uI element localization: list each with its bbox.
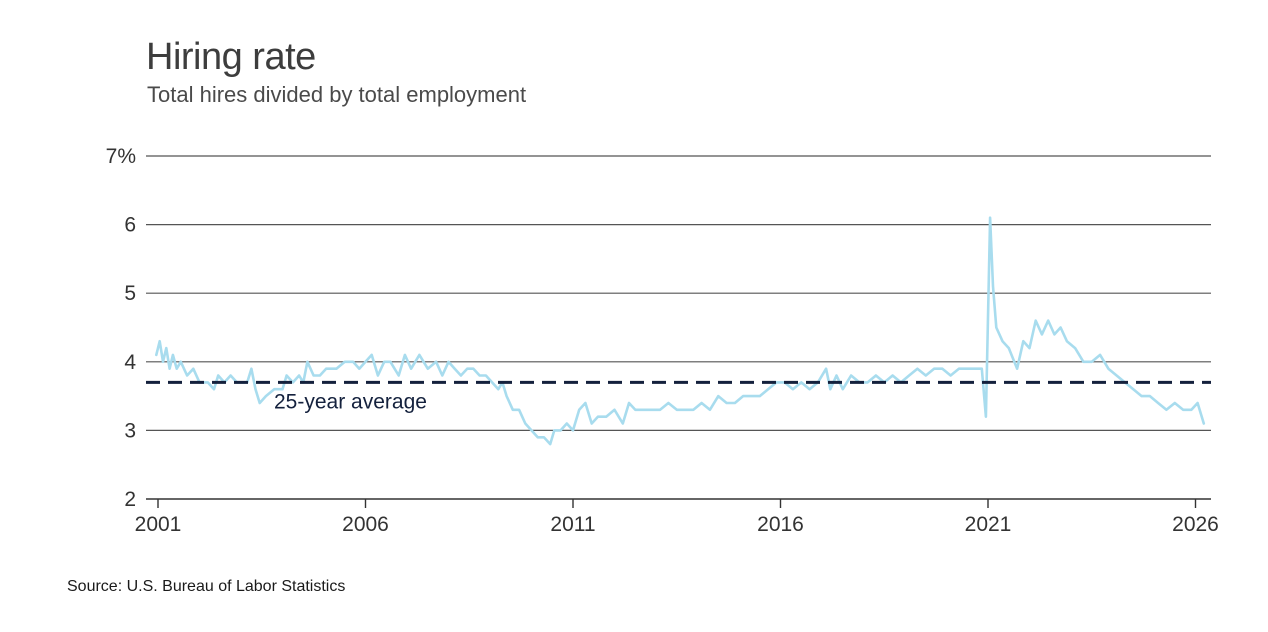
y-tick-label: 7%: [106, 145, 136, 168]
x-tick-label: 2026: [1172, 513, 1219, 536]
series-layer: [155, 216, 1206, 446]
annotation-layer: 25-year average: [146, 380, 1211, 413]
series-line-hiring-rate: [155, 216, 1206, 446]
x-tick-label: 2006: [342, 513, 389, 536]
chart-subtitle: Total hires divided by total employment: [147, 82, 527, 107]
y-tick-label: 4: [124, 351, 136, 374]
x-tick-label: 2016: [757, 513, 804, 536]
x-tick-label: 2021: [965, 513, 1012, 536]
y-tick-label: 6: [124, 214, 136, 237]
y-tick-label: 5: [124, 282, 136, 305]
x-tick-label: 2001: [135, 513, 182, 536]
x-tick-label: 2011: [550, 513, 595, 536]
source-note: Source: U.S. Bureau of Labor Statistics: [67, 578, 346, 595]
grid-layer: [146, 155, 1211, 500]
average-label: 25-year average: [274, 390, 427, 413]
chart-title: Hiring rate: [146, 36, 316, 78]
y-tick-label: 2: [124, 488, 136, 511]
y-tick-label: 3: [124, 419, 136, 442]
axis-layer: 2 3 4 5 6 7% 2001 2006 2011 2016 2021 2026: [106, 145, 1219, 536]
